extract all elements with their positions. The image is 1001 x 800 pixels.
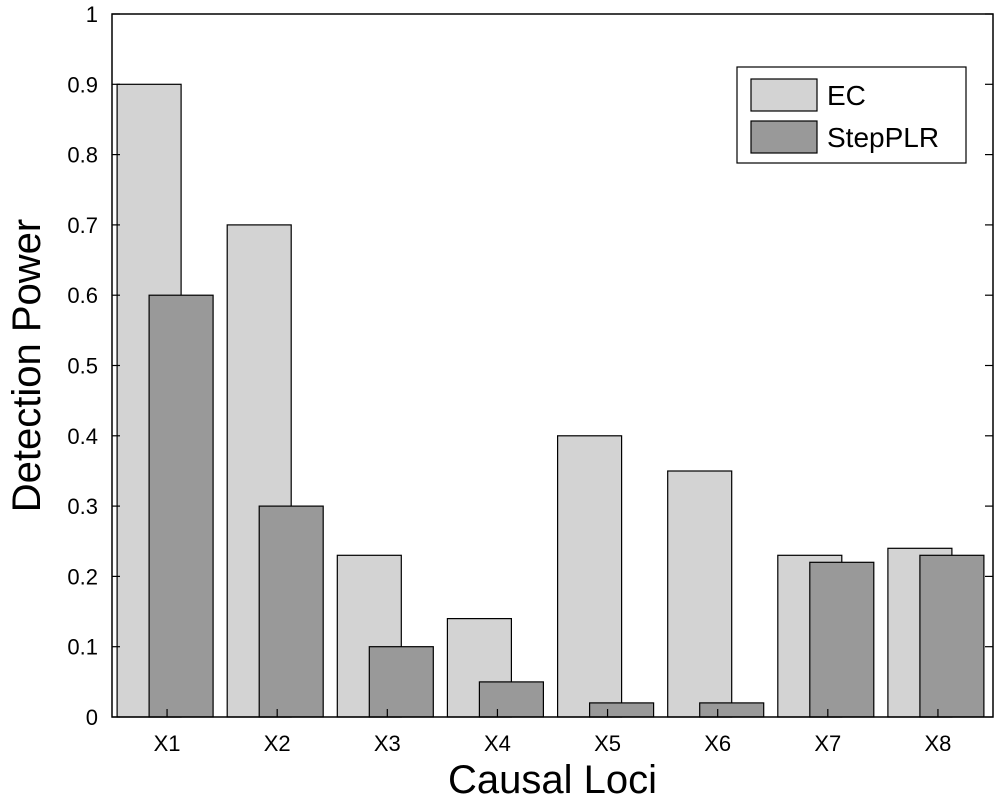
legend: EC StepPLR [736, 66, 967, 164]
x-tick-label: X6 [704, 731, 731, 756]
y-tick-label: 0.2 [67, 564, 98, 589]
y-tick-label: 0.6 [67, 283, 98, 308]
legend-label-ec: EC [827, 80, 866, 111]
x-tick-label: X2 [264, 731, 291, 756]
legend-swatch-stepplr [750, 120, 818, 154]
y-tick-label: 0.7 [67, 213, 98, 238]
y-tick-label: 0.4 [67, 424, 98, 449]
bars-group [116, 83, 985, 718]
y-tick-label: 0 [86, 705, 98, 730]
y-tick-label: 1 [86, 2, 98, 27]
bar-stepplr-x3 [368, 646, 434, 718]
x-tick-label: X4 [484, 731, 511, 756]
legend-swatch-ec [750, 78, 818, 112]
y-tick-label: 0.1 [67, 635, 98, 660]
bar-stepplr-x6 [699, 702, 765, 718]
y-axis-ticks: 0 0.1 0.2 0.3 0.4 0.5 0.6 0.7 0.8 0.9 1 [67, 2, 993, 730]
bar-stepplr-x5 [588, 702, 655, 718]
y-tick-label: 0.9 [67, 72, 98, 97]
y-tick-label: 0.3 [67, 494, 98, 519]
y-tick-label: 0.8 [67, 143, 98, 168]
bar-stepplr-x1 [148, 294, 214, 718]
x-tick-label: X5 [594, 731, 621, 756]
x-tick-label: X1 [154, 731, 181, 756]
bar-stepplr-x4 [478, 681, 544, 718]
bar-stepplr-x7 [809, 561, 875, 718]
y-tick-label: 0.5 [67, 354, 98, 379]
x-axis-title: Causal Loci [448, 758, 657, 800]
x-axis-ticks: X1 X2 X3 X4 X5 X6 X7 X8 [154, 709, 951, 756]
x-tick-label: X7 [814, 731, 841, 756]
bar-ec-x5 [556, 435, 623, 718]
bar-stepplr-x8 [919, 554, 985, 718]
legend-label-stepplr: StepPLR [827, 122, 939, 153]
x-tick-label: X3 [374, 731, 401, 756]
bar-ec-x6 [667, 470, 733, 718]
x-tick-label: X8 [924, 731, 951, 756]
bar-stepplr-x2 [258, 505, 324, 718]
y-axis-title: Detection Power [5, 219, 49, 512]
